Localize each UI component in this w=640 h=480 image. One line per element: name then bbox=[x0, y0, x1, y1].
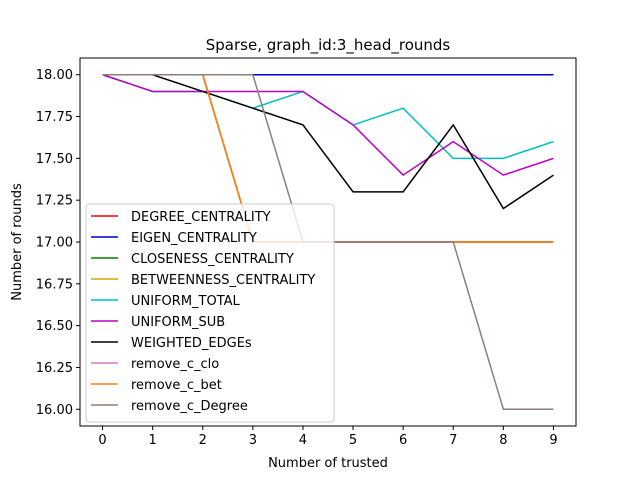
y-axis-label: Number of rounds bbox=[10, 183, 25, 301]
x-tick-label: 2 bbox=[199, 433, 207, 448]
x-axis-ticks: 0 1 2 3 4 5 6 7 8 9 bbox=[98, 426, 558, 448]
legend-box bbox=[85, 203, 335, 423]
y-tick-label: 17.75 bbox=[36, 110, 73, 125]
legend-label: CLOSENESS_CENTRALITY bbox=[131, 252, 294, 267]
series-line-uniform-sub bbox=[102, 74, 554, 177]
x-tick-label: 7 bbox=[449, 433, 457, 448]
x-tick-label: 0 bbox=[98, 433, 106, 448]
series-line-weighted-edges bbox=[102, 73, 554, 210]
y-tick-label: 17.50 bbox=[36, 152, 73, 167]
y-tick-label: 16.00 bbox=[36, 403, 73, 418]
x-tick-label: 8 bbox=[499, 433, 507, 448]
x-tick-label: 6 bbox=[399, 433, 407, 448]
y-tick-label: 16.25 bbox=[36, 361, 73, 376]
x-tick-label: 9 bbox=[549, 433, 557, 448]
x-axis-label: Number of trusted bbox=[268, 456, 388, 471]
x-tick-label: 3 bbox=[249, 433, 257, 448]
y-tick-label: 17.00 bbox=[36, 236, 73, 251]
y-tick-label: 16.50 bbox=[36, 319, 73, 334]
y-axis-ticks: 16.00 16.25 16.50 16.75 17.00 17.25 17.50 17.75… bbox=[36, 68, 80, 418]
legend-label: DEGREE_CENTRALITY bbox=[131, 210, 271, 225]
chart-title: Sparse, graph_id:3_head_rounds bbox=[206, 36, 451, 55]
y-tick-label: 16.75 bbox=[36, 277, 73, 292]
y-tick-label: 18.00 bbox=[36, 68, 73, 83]
legend-label: WEIGHTED_EDGEs bbox=[131, 336, 252, 351]
plot-frame bbox=[79, 57, 577, 427]
legend-label: BETWEENNESS_CENTRALITY bbox=[131, 273, 315, 288]
x-tick-label: 5 bbox=[349, 433, 357, 448]
legend-label: remove_c_bet bbox=[131, 378, 222, 393]
legend-label: remove_c_Degree bbox=[131, 399, 248, 414]
legend-label: UNIFORM_SUB bbox=[131, 315, 225, 330]
x-tick-label: 4 bbox=[299, 433, 307, 448]
y-tick-label: 17.25 bbox=[36, 194, 73, 209]
x-tick-label: 1 bbox=[149, 433, 157, 448]
legend: DEGREE_CENTRALITY EIGEN_CENTRALITY CLOSENE… bbox=[85, 203, 335, 423]
legend-label: EIGEN_CENTRALITY bbox=[131, 231, 257, 246]
legend-label: UNIFORM_TOTAL bbox=[131, 294, 241, 309]
legend-label: remove_c_clo bbox=[131, 357, 219, 372]
